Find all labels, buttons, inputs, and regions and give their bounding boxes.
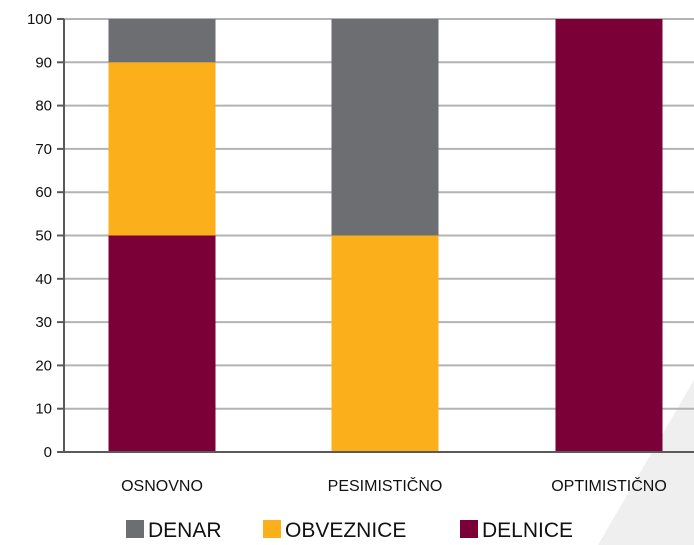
bar-segment-delnice-osnovno — [108, 235, 216, 452]
y-tick-label: 60 — [35, 184, 52, 201]
legend-swatch-delnice — [460, 520, 478, 538]
x-category-label: OPTIMISTIČNO — [551, 476, 667, 495]
y-tick-label: 80 — [35, 98, 52, 115]
y-tick-label: 20 — [35, 357, 52, 374]
legend-label-obveznice: OBVEZNICE — [285, 519, 406, 542]
bar-segment-obveznice-pesimistično — [331, 235, 439, 452]
bars — [108, 19, 663, 452]
y-tick-labels: 0 10 20 30 40 50 60 70 80 90 100 — [27, 11, 52, 461]
y-tick-label: 90 — [35, 54, 52, 71]
y-tick-label: 70 — [35, 141, 52, 158]
y-tick-label: 0 — [44, 444, 52, 461]
legend: DENAR OBVEZNICE DELNICE — [126, 519, 573, 542]
legend-label-denar: DENAR — [148, 519, 222, 542]
legend-swatch-obveznice — [263, 520, 281, 538]
legend-swatch-denar — [126, 520, 144, 538]
y-tick-label: 100 — [27, 11, 52, 28]
y-tick-label: 10 — [35, 401, 52, 418]
axes — [57, 18, 694, 453]
y-tick-label: 50 — [35, 228, 52, 245]
background-watermark-shape — [598, 380, 694, 545]
bar-segment-denar-pesimistično — [331, 19, 439, 236]
x-category-labels: OSNOVNO PESIMISTIČNO OPTIMISTIČNO — [121, 476, 667, 495]
x-category-label: OSNOVNO — [121, 478, 203, 495]
y-tick-label: 30 — [35, 314, 52, 331]
legend-label-delnice: DELNICE — [482, 519, 573, 542]
bar-segment-obveznice-osnovno — [108, 62, 216, 236]
y-tick-label: 40 — [35, 271, 52, 288]
bar-segment-denar-osnovno — [108, 19, 216, 63]
bar-segment-delnice-optimistično — [555, 19, 663, 452]
x-category-label: PESIMISTIČNO — [328, 476, 443, 495]
